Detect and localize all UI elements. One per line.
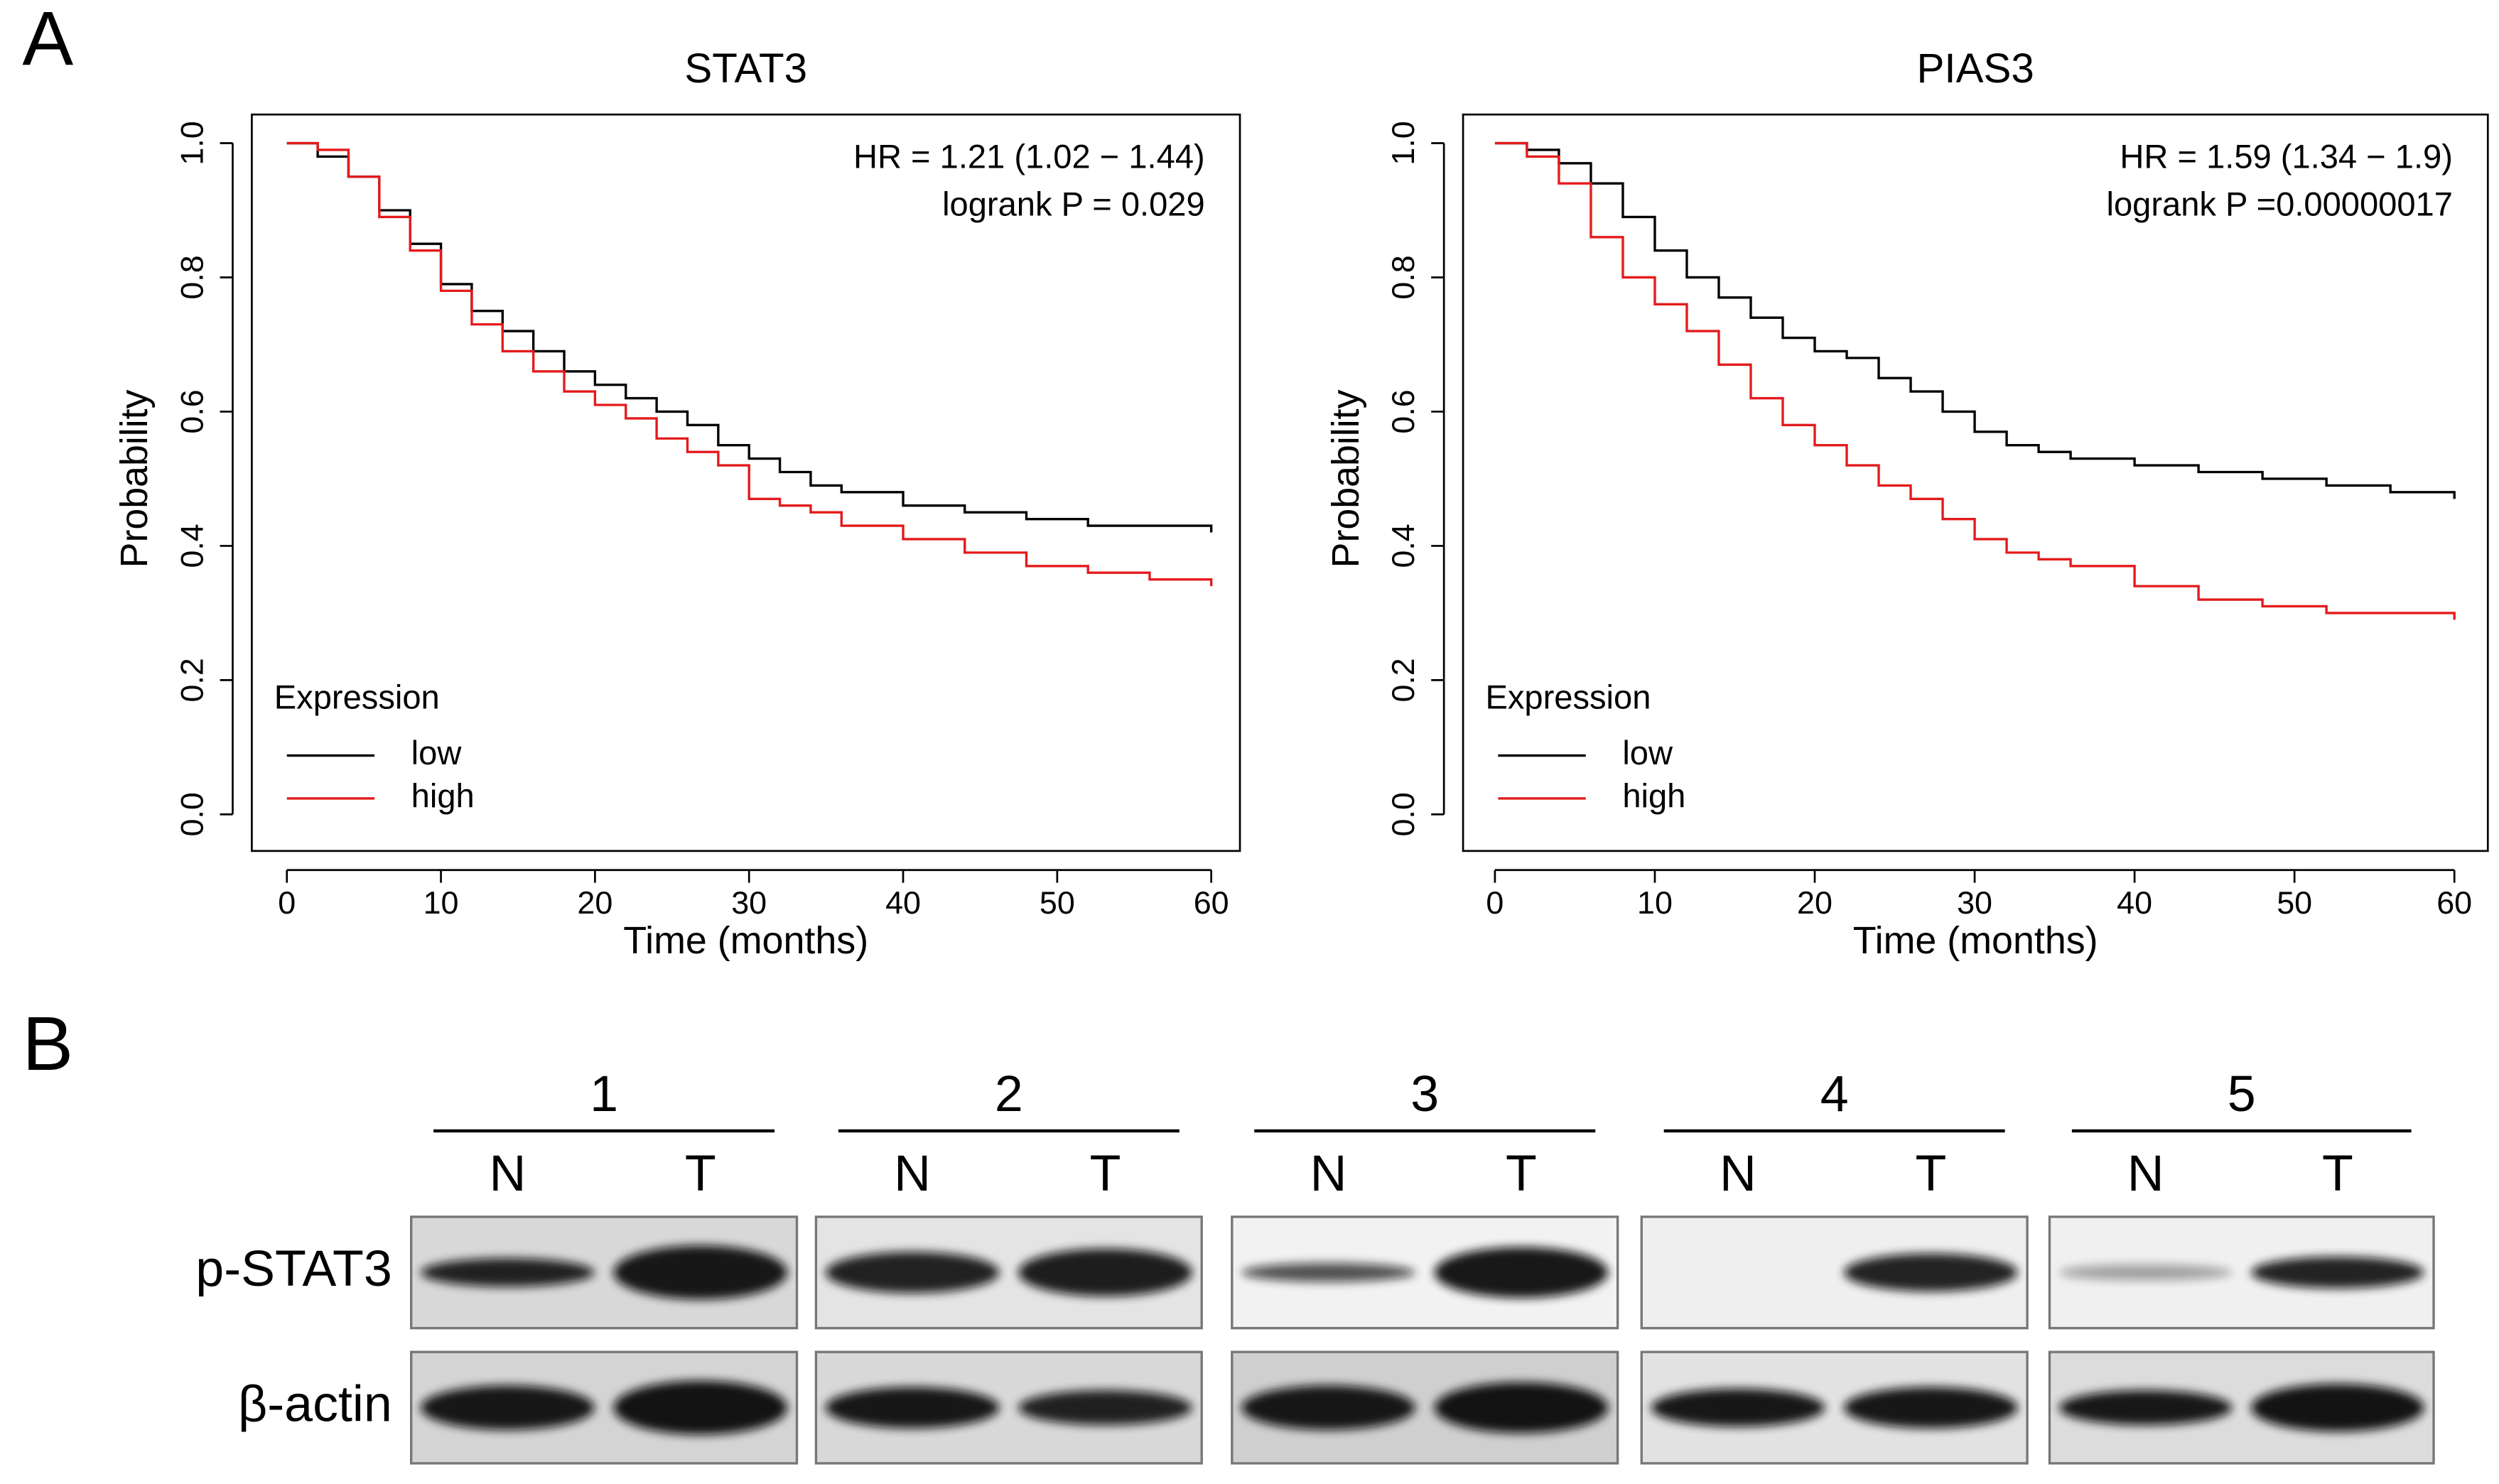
x-axis-label: Time (months): [1853, 919, 2098, 962]
blot-band: [1434, 1247, 1609, 1299]
y-tick-label: 0.4: [174, 524, 210, 568]
x-tick-label: 60: [2436, 885, 2472, 921]
y-axis-label: Probability: [113, 389, 156, 568]
lane-label: N: [1720, 1145, 1756, 1202]
annotation: logrank P = 0.029: [942, 185, 1205, 223]
y-tick-label: 1.0: [174, 121, 210, 165]
blot-band: [1651, 1388, 1825, 1427]
blot-band: [1241, 1385, 1415, 1430]
group-label: 5: [2228, 1066, 2256, 1122]
blot-band: [1018, 1390, 1192, 1426]
blot-band: [1018, 1248, 1192, 1296]
lane-label: N: [1310, 1145, 1347, 1202]
lane-label: T: [1506, 1145, 1537, 1202]
y-tick-label: 0.0: [174, 792, 210, 836]
blot-band: [1434, 1382, 1609, 1434]
survival-curve: [1494, 141, 2456, 499]
y-tick-label: 0.8: [174, 255, 210, 299]
x-tick-label: 0: [278, 885, 296, 921]
survival-curve: [1494, 141, 2456, 620]
blot-band: [825, 1387, 1000, 1429]
blot-band: [825, 1252, 1000, 1294]
x-tick-label: 0: [1486, 885, 1504, 921]
blot-band: [1844, 1253, 2018, 1292]
plot-frame: [251, 113, 1241, 852]
lane-label: T: [2322, 1145, 2353, 1202]
lane-label: N: [894, 1145, 931, 1202]
legend-title: Expression: [274, 678, 440, 716]
lane-label: T: [1915, 1145, 1946, 1202]
x-tick-label: 10: [1637, 885, 1673, 921]
blot-band: [421, 1258, 595, 1287]
y-tick-label: 0.6: [174, 389, 210, 433]
panel-label: A: [22, 0, 73, 81]
annotation: logrank P =0.00000017: [2107, 185, 2453, 223]
y-axis-label: Probability: [1324, 389, 1367, 568]
blot-band: [1241, 1262, 1415, 1282]
panel-label: B: [22, 1001, 73, 1086]
blot-band: [613, 1380, 788, 1435]
legend-label: low: [411, 734, 463, 771]
legend-label: low: [1622, 734, 1673, 771]
group-label: 3: [1410, 1066, 1439, 1122]
x-tick-label: 10: [423, 885, 459, 921]
x-tick-label: 20: [1797, 885, 1833, 921]
x-tick-label: 60: [1194, 885, 1229, 921]
chart-title: STAT3: [684, 45, 807, 92]
x-tick-label: 30: [731, 885, 767, 921]
group-label: 1: [590, 1066, 618, 1122]
y-tick-label: 0.8: [1386, 255, 1421, 299]
y-tick-label: 0.0: [1386, 792, 1421, 836]
legend-title: Expression: [1485, 678, 1651, 716]
group-label: 2: [995, 1066, 1023, 1122]
x-axis-label: Time (months): [623, 919, 868, 962]
legend-label: high: [1622, 776, 1685, 814]
group-label: 4: [1820, 1066, 1849, 1122]
blot-band: [2251, 1256, 2424, 1289]
x-tick-label: 50: [1040, 885, 1075, 921]
lane-label: N: [2127, 1145, 2164, 1202]
x-tick-label: 30: [1957, 885, 1992, 921]
x-tick-label: 40: [2117, 885, 2152, 921]
y-tick-label: 0.2: [1386, 658, 1421, 702]
lane-label: T: [685, 1145, 716, 1202]
blot-band: [2251, 1383, 2424, 1432]
x-tick-label: 20: [577, 885, 612, 921]
y-tick-label: 0.4: [1386, 524, 1421, 568]
legend-label: high: [411, 776, 475, 814]
blot-band: [421, 1385, 595, 1430]
lane-label: T: [1090, 1145, 1121, 1202]
chart-title: PIAS3: [1917, 45, 2034, 92]
plot-frame: [1462, 113, 2489, 852]
row-label: p-STAT3: [195, 1240, 392, 1297]
x-tick-label: 40: [885, 885, 921, 921]
blot-panel: [1640, 1215, 2029, 1330]
blot-band: [2058, 1390, 2233, 1426]
y-tick-label: 0.6: [1386, 389, 1421, 433]
y-tick-label: 1.0: [1386, 121, 1421, 165]
annotation: HR = 1.59 (1.34 − 1.9): [2120, 137, 2453, 175]
annotation: HR = 1.21 (1.02 − 1.44): [853, 137, 1205, 175]
blot-band: [613, 1245, 788, 1300]
survival-curve: [286, 141, 1213, 587]
lane-label: N: [489, 1145, 526, 1202]
y-tick-label: 0.2: [174, 658, 210, 702]
row-label: β-actin: [238, 1376, 392, 1433]
x-tick-label: 50: [2277, 885, 2312, 921]
blot-band: [2058, 1264, 2233, 1281]
blot-band: [1844, 1387, 2018, 1429]
